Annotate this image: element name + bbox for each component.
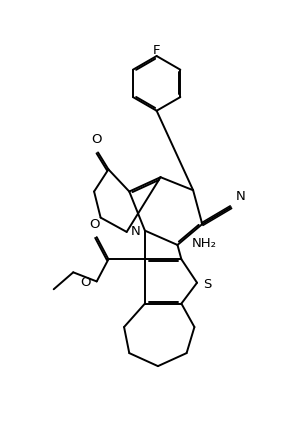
Text: O: O bbox=[80, 276, 91, 289]
Text: O: O bbox=[89, 218, 100, 231]
Text: N: N bbox=[236, 190, 246, 203]
Text: F: F bbox=[153, 44, 160, 57]
Text: O: O bbox=[91, 133, 102, 146]
Text: NH₂: NH₂ bbox=[192, 237, 217, 250]
Text: N: N bbox=[131, 225, 140, 238]
Text: S: S bbox=[203, 278, 211, 291]
